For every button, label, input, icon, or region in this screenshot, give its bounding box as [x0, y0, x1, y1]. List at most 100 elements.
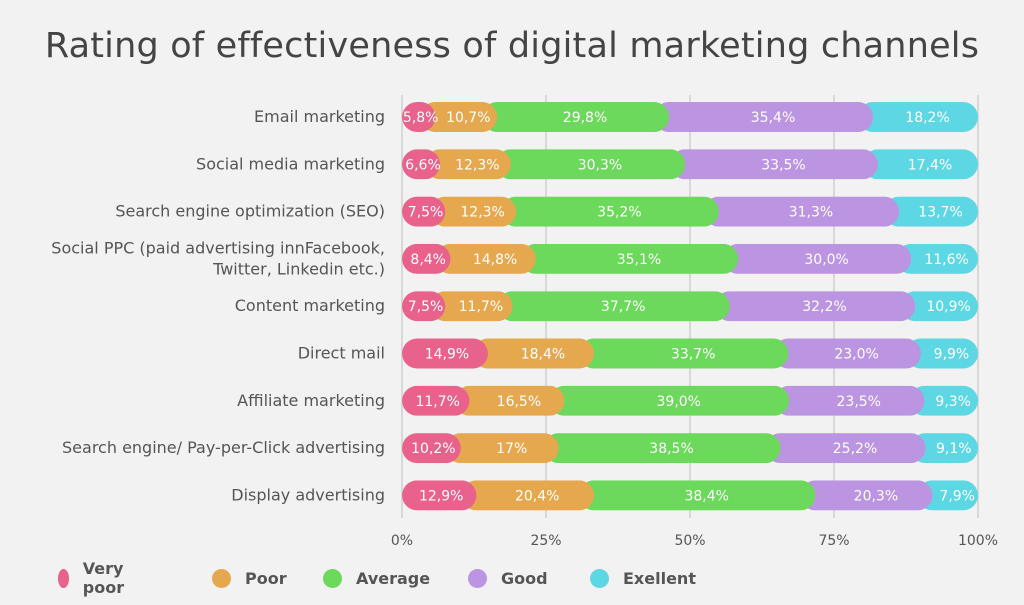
bar-segment	[858, 102, 978, 132]
bar-value-label: 18,4%	[521, 347, 565, 363]
bar-row	[402, 385, 978, 416]
bar-row	[402, 433, 978, 464]
bar-value-label: 9,3%	[935, 394, 971, 410]
bar-segment	[472, 338, 594, 369]
bar-row	[402, 480, 978, 511]
bar-row	[402, 291, 978, 322]
chart-title: Rating of effectiveness of digital marke…	[44, 26, 980, 66]
bar-value-label: 17%	[496, 441, 527, 457]
bar-value-label: 12,9%	[419, 488, 463, 504]
bar-value-label: 35,2%	[597, 205, 641, 221]
legend-item: Good	[468, 564, 548, 592]
bar-value-label: 7,5%	[408, 299, 444, 315]
bar-value-label: 10,2%	[411, 441, 455, 457]
bar-segment	[579, 480, 816, 511]
category-label: Content marketing	[235, 296, 385, 315]
bars	[402, 102, 978, 511]
category-label: Social media marketing	[196, 154, 385, 173]
bar-value-label: 7,9%	[939, 488, 975, 504]
bar-segment	[703, 196, 900, 227]
bar-value-label: 18,2%	[905, 110, 949, 126]
bar-segment	[670, 149, 878, 180]
bar-segment	[896, 243, 978, 274]
bar-segment	[402, 102, 436, 132]
bar-value-label: 30,0%	[804, 252, 848, 268]
bar-value-label: 37,7%	[601, 299, 645, 315]
bar-value-label: 23,0%	[834, 347, 878, 363]
bar-segment	[430, 196, 517, 227]
legend-label: Very poor	[82, 559, 125, 597]
bar-value-label: 8,4%	[410, 252, 446, 268]
bar-segment	[579, 338, 789, 369]
bar-segment	[402, 243, 451, 274]
bar-row	[402, 149, 978, 180]
legend-item: Very poor	[58, 559, 132, 597]
bar-value-label: 38,5%	[649, 441, 693, 457]
bar-value-label: 39,0%	[657, 394, 701, 410]
bar-segment	[800, 480, 933, 511]
category-label: Twitter, Linkedin etc.)	[212, 259, 385, 278]
bar-row	[402, 243, 978, 274]
legend-swatch	[323, 568, 342, 588]
bar-segment	[435, 243, 536, 274]
bar-row	[402, 102, 978, 132]
bar-segment	[520, 243, 739, 274]
category-label: Search engine optimization (SEO)	[115, 202, 385, 221]
bar-segment	[765, 433, 926, 464]
legend-swatch	[58, 568, 69, 588]
legend-label: Good	[501, 568, 548, 588]
bar-segment	[402, 385, 470, 416]
bar-segment	[723, 243, 912, 274]
bar-value-label: 20,3%	[854, 488, 898, 504]
stacked-bar-chart: 0% 25% 50% 75% 100% Email marketing 5,8% 10,7% 2…	[51, 95, 998, 549]
bar-segment	[495, 149, 686, 180]
bar-value-label: 32,2%	[802, 299, 846, 315]
bar-segment	[501, 196, 719, 227]
bar-value-label: 25,2%	[833, 441, 877, 457]
bar-segment	[420, 102, 498, 132]
bar-row	[402, 338, 978, 369]
bar-value-label: 12,3%	[455, 157, 499, 173]
bar-segment	[900, 291, 978, 322]
bar-segment	[910, 433, 978, 464]
category-label: Email marketing	[254, 107, 385, 126]
category-label: Display advertising	[231, 485, 385, 504]
legend-item: Average	[323, 564, 430, 592]
bar-value-label: 38,4%	[684, 488, 728, 504]
bar-value-label: 13,7%	[918, 205, 962, 221]
bar-segment	[430, 291, 513, 322]
bar-value-label: 35,4%	[751, 110, 795, 126]
bar-value-label: 5,8%	[403, 110, 439, 126]
bar-segment	[909, 385, 978, 416]
bar-value-label: 11,7%	[415, 394, 459, 410]
bar-segment	[461, 480, 594, 511]
legend-label: Exellent	[623, 568, 696, 588]
legend-item: Exellent	[590, 564, 696, 592]
bar-value-label: 16,5%	[497, 394, 541, 410]
bar-value-label: 14,8%	[473, 252, 517, 268]
legend-label: Poor	[245, 568, 287, 588]
bar-segment	[497, 291, 730, 322]
legend-label: Average	[356, 568, 431, 588]
x-tick-label: 50%	[674, 533, 705, 549]
bar-value-label: 31,3%	[789, 205, 833, 221]
bar-segment	[543, 433, 781, 464]
legend-swatch	[212, 568, 231, 588]
bar-segment	[774, 385, 925, 416]
bar-segment	[445, 433, 559, 464]
bar-value-label: 17,4%	[908, 157, 952, 173]
bar-segment	[653, 102, 874, 132]
bar-segment	[773, 338, 921, 369]
bar-segment	[549, 385, 790, 416]
bar-segment	[917, 480, 978, 511]
bar-segment	[402, 433, 461, 464]
category-label: Affiliate marketing	[237, 391, 385, 410]
legend-swatch	[468, 568, 487, 588]
bar-value-label: 20,4%	[515, 488, 559, 504]
category-label: Direct mail	[298, 344, 385, 363]
bar-segment	[424, 149, 511, 180]
bar-segment	[482, 102, 669, 132]
category-label: Social PPC (paid advertising innFacebook…	[51, 238, 385, 257]
legend-item: Poor	[212, 564, 287, 592]
bar-segment	[905, 338, 978, 369]
